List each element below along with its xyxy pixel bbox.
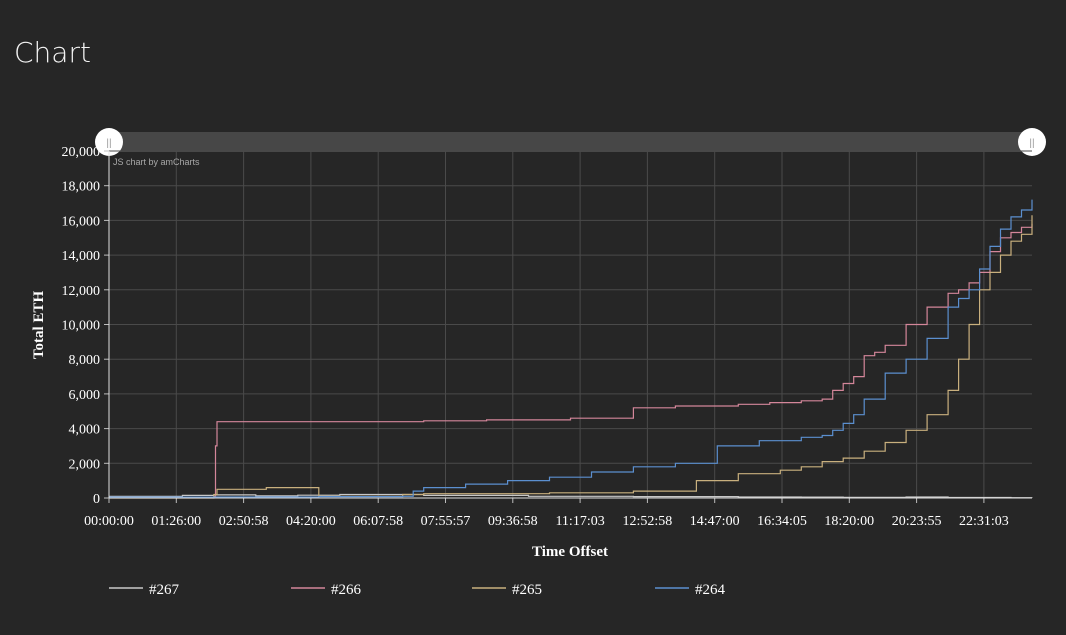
x-tick-label: 16:34:05 — [757, 514, 807, 529]
x-tick-label: 01:26:00 — [151, 514, 201, 529]
x-tick-label: 02:50:58 — [219, 514, 269, 529]
x-tick-label: 09:36:58 — [488, 514, 538, 529]
x-axis-title: Time Offset — [532, 544, 608, 560]
chart-series — [109, 199, 1033, 499]
y-tick-label: 18,000 — [62, 180, 101, 195]
legend-item-267[interactable]: #267 — [109, 582, 180, 598]
y-tick-label: 14,000 — [62, 249, 101, 264]
chart-legend: #267 #266 #265 #264 — [109, 582, 726, 598]
x-axis: 00:00:00 01:26:00 02:50:58 04:20:00 06:07:58… — [84, 497, 1032, 529]
y-tick-label: 16,000 — [62, 214, 101, 229]
right-handle-grip-icon: || — [1029, 138, 1034, 149]
y-axis: 0 2,000 4,000 6,000 8,000 10,000 12,000 14,000 1… — [62, 145, 110, 507]
x-tick-label: 07:55:57 — [421, 514, 471, 529]
x-tick-label: 14:47:00 — [690, 514, 740, 529]
y-tick-label: 10,000 — [62, 319, 101, 334]
scrollbar-left-handle[interactable]: || — [95, 128, 123, 156]
series-line-267[interactable] — [109, 493, 1033, 499]
legend-label: #267 — [149, 582, 180, 598]
legend-item-265[interactable]: #265 — [472, 582, 542, 598]
y-tick-label: 2,000 — [69, 457, 101, 472]
y-tick-label: 8,000 — [69, 353, 101, 368]
x-tick-label: 04:20:00 — [286, 514, 336, 529]
series-line-266[interactable] — [109, 223, 1033, 498]
y-tick-label: 6,000 — [69, 388, 101, 403]
legend-label: #264 — [695, 582, 726, 598]
x-tick-label: 18:20:00 — [824, 514, 874, 529]
legend-label: #265 — [512, 582, 542, 598]
series-line-265[interactable] — [109, 215, 1033, 499]
y-tick-label: 12,000 — [62, 284, 101, 299]
x-tick-label: 22:31:03 — [959, 514, 1009, 529]
x-tick-label: 11:17:03 — [555, 514, 604, 529]
y-axis-title: Total ETH — [31, 291, 47, 360]
legend-item-264[interactable]: #264 — [655, 582, 726, 598]
x-tick-label: 06:07:58 — [353, 514, 403, 529]
left-handle-grip-icon: || — [106, 138, 111, 149]
x-tick-label: 12:52:58 — [623, 514, 673, 529]
x-tick-label: 00:00:00 — [84, 514, 134, 529]
y-tick-label: 0 — [93, 492, 100, 507]
scrollbar-selection[interactable] — [109, 132, 1032, 152]
legend-label: #266 — [331, 582, 362, 598]
chart-grid — [108, 150, 1032, 499]
legend-item-266[interactable]: #266 — [291, 582, 362, 598]
scrollbar-right-handle[interactable]: || — [1018, 128, 1046, 156]
page-title: Chart — [14, 36, 91, 69]
series-line-264[interactable] — [109, 199, 1033, 498]
chart-credit[interactable]: JS chart by amCharts — [113, 157, 200, 167]
y-tick-label: 20,000 — [62, 145, 101, 160]
y-tick-label: 4,000 — [69, 423, 101, 438]
x-tick-label: 20:23:55 — [892, 514, 942, 529]
chart-scrollbar[interactable]: || || — [95, 128, 1046, 156]
